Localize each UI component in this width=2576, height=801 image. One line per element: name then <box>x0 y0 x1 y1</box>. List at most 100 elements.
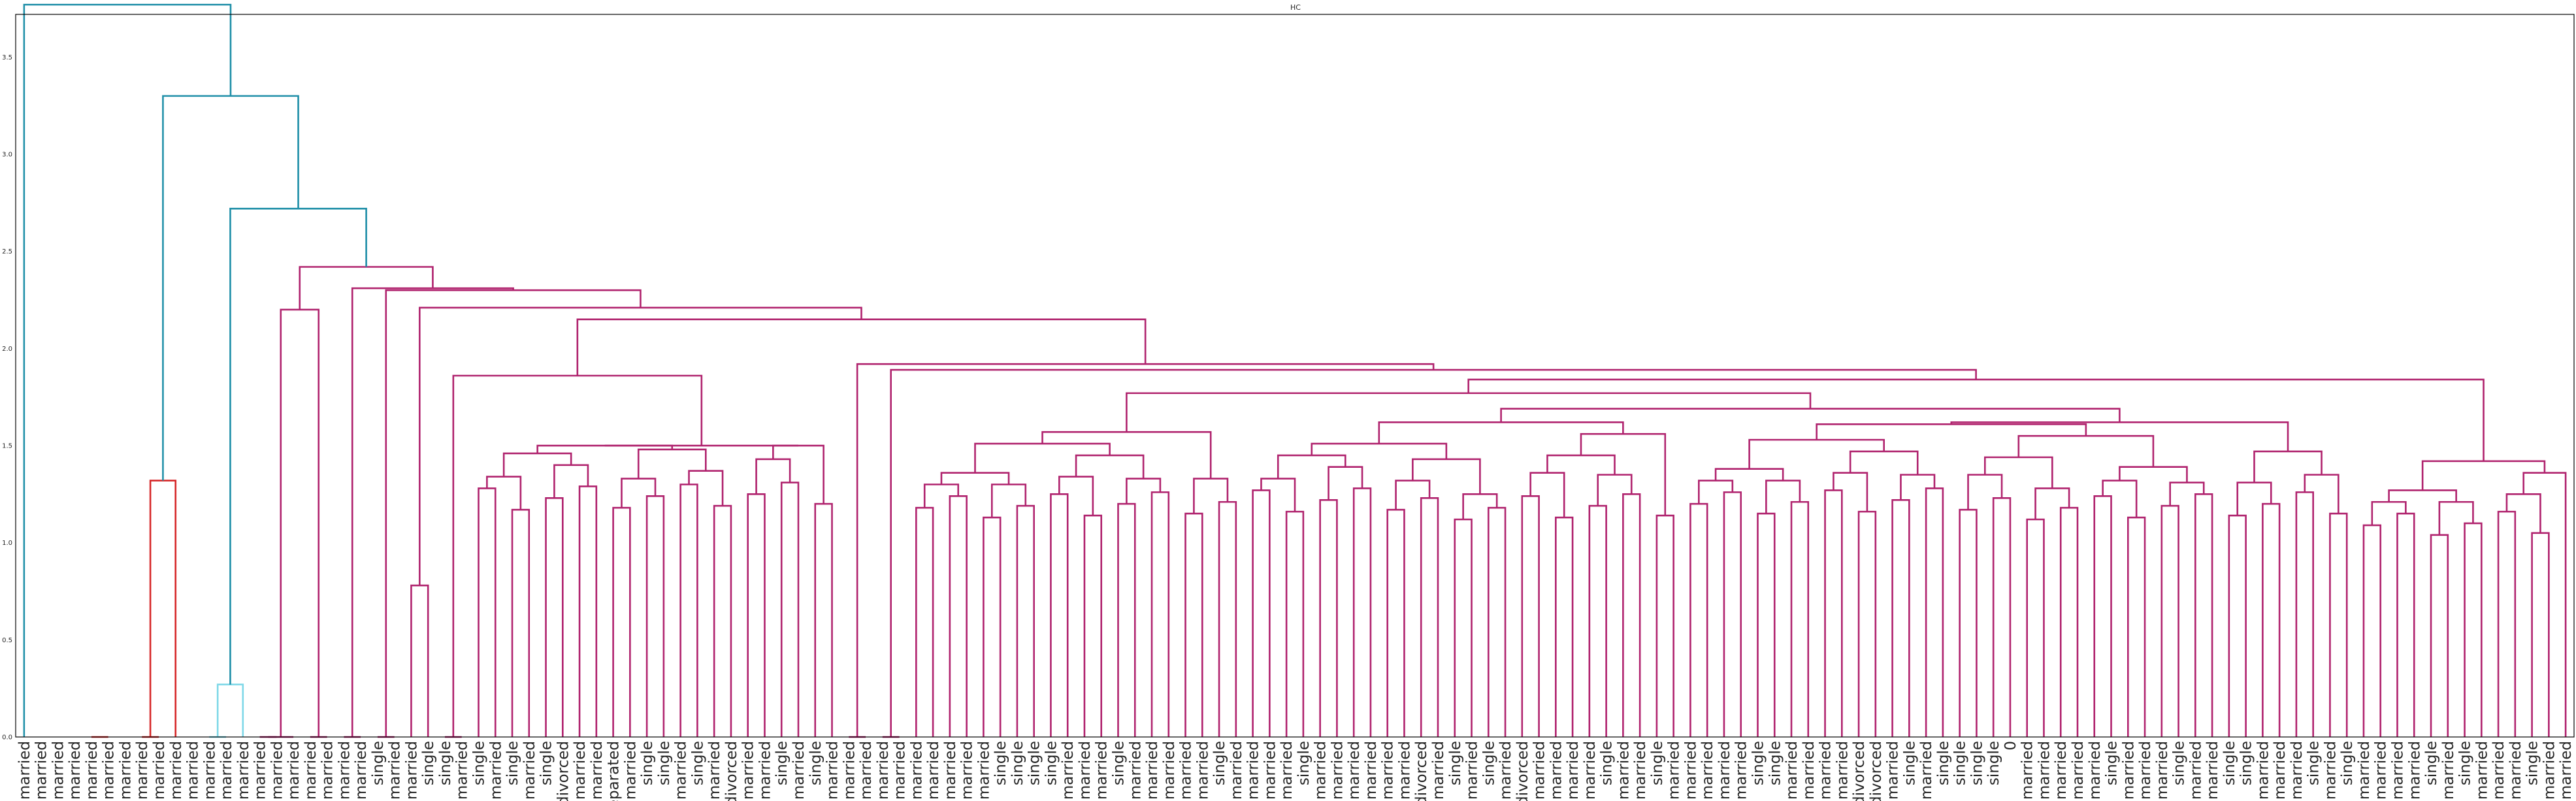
dendrogram-link <box>915 506 934 737</box>
dendrogram-link <box>1420 497 1439 737</box>
leaf-label: divorced <box>723 741 740 801</box>
dendrogram-link <box>576 318 1147 376</box>
dendrogram-link <box>1622 493 1641 737</box>
dendrogram-link <box>1723 491 1742 737</box>
leaf-label: married <box>740 741 757 800</box>
dendrogram-link <box>2505 493 2541 533</box>
leaf-label: married <box>319 741 336 800</box>
leaf-label: divorced <box>555 741 572 801</box>
dendrogram-link <box>2119 466 2188 483</box>
dendrogram-link <box>1378 421 1624 444</box>
dendrogram-link <box>1824 489 1843 737</box>
leaf-label: married <box>1279 741 1296 800</box>
dendrogram-link <box>1016 504 1035 737</box>
leaf-label: married <box>1464 741 1481 800</box>
leaf-label: married <box>2373 741 2390 800</box>
y-tick-label: 3.5 <box>2 54 12 61</box>
leaf-label: married <box>67 741 84 800</box>
leaf-label: married <box>791 741 807 800</box>
leaf-label: single <box>2221 741 2238 785</box>
dendrogram-link <box>2236 482 2272 516</box>
leaf-label: married <box>454 741 471 800</box>
dendrogram-link <box>2034 487 2070 520</box>
leaf-label: 0 <box>2002 741 2019 751</box>
leaf-label: married <box>151 741 168 800</box>
leaf-label: married <box>1396 741 1413 800</box>
dendrogram-link <box>2093 495 2112 737</box>
leaf-label: married <box>1885 741 1902 800</box>
dendrogram-link <box>478 487 497 737</box>
leaf-label: married <box>622 741 639 800</box>
dendrogram-link <box>1857 510 1877 737</box>
leaf-label: married <box>2473 741 2490 800</box>
leaf-label: married <box>841 741 858 800</box>
leaf-label: single <box>2524 741 2541 785</box>
dendrogram-link <box>1126 478 1162 504</box>
dendrogram-link <box>1714 468 1784 481</box>
leaf-label: married <box>572 741 589 800</box>
leaf-label: married <box>1918 741 1935 800</box>
dendrogram-link <box>1150 491 1170 737</box>
dendrogram-link <box>2430 534 2449 737</box>
dendrogram-link <box>2304 474 2340 514</box>
leaf-label: single <box>992 741 1009 785</box>
dendrogram-link <box>688 470 724 506</box>
leaf-label: single <box>2171 741 2188 785</box>
leaf-label: single <box>538 741 555 785</box>
leaf-label: married <box>218 741 235 800</box>
leaf-label: married <box>1699 741 1716 800</box>
dendrogram-link <box>385 289 642 737</box>
leaf-label: married <box>1346 741 1363 800</box>
dendrogram-link <box>1655 514 1674 737</box>
dendrogram-link <box>814 502 833 737</box>
dendrogram-link <box>755 458 791 495</box>
leaf-label: single <box>1750 741 1767 785</box>
dendrogram-link <box>536 444 674 453</box>
dendrogram-link <box>2059 506 2079 737</box>
leaf-label: married <box>1127 741 1144 800</box>
leaf-label: married <box>2154 741 2171 800</box>
dendrogram-link <box>2102 480 2138 518</box>
leaf-label: married <box>1632 741 1649 800</box>
leaf-label: married <box>2070 741 2087 800</box>
leaf-label: married <box>2558 741 2575 800</box>
leaf-label: married <box>252 741 269 800</box>
leaf-label: married <box>2255 741 2272 800</box>
leaf-label: married <box>1582 741 1599 800</box>
plot-frame <box>15 14 2575 738</box>
leaf-label: married <box>201 741 218 800</box>
leaf-label: married <box>302 741 319 800</box>
leaf-label: married <box>1144 741 1161 800</box>
dendrogram-link <box>1311 442 1448 459</box>
dendrogram-link <box>2396 512 2415 737</box>
leaf-label: married <box>2389 741 2406 800</box>
leaf-label: married <box>589 741 606 800</box>
leaf-label: married <box>2187 741 2204 800</box>
dendrogram-link <box>1588 504 1607 737</box>
y-tick-label: 1.5 <box>2 443 12 450</box>
leaf-label: married <box>1228 741 1245 800</box>
dendrogram-link <box>486 476 522 510</box>
leaf-label: married <box>269 741 285 800</box>
leaf-label: single <box>1985 741 2002 785</box>
dendrogram-link <box>502 452 572 477</box>
leaf-label: married <box>2087 741 2104 800</box>
leaf-label: married <box>875 741 892 800</box>
leaf-label: married <box>1161 741 1178 800</box>
leaf-label: single <box>1968 741 1985 785</box>
dendrogram-link <box>645 495 665 737</box>
leaf-label: married <box>2440 741 2457 800</box>
leaf-label: single <box>437 741 454 785</box>
leaf-label: married <box>959 741 976 800</box>
leaf-label: married <box>235 741 252 800</box>
dendrogram-link <box>2362 524 2382 737</box>
dendrogram-link <box>2253 450 2323 483</box>
leaf-label: married <box>2507 741 2524 800</box>
leaf-label: divorced <box>1868 741 1885 801</box>
y-tick-label: 2.5 <box>2 248 12 255</box>
dendrogram-link <box>1900 474 1936 500</box>
dendrogram-link <box>1967 474 2003 510</box>
dendrogram-link <box>1319 499 1338 737</box>
leaf-label: married <box>1178 741 1195 800</box>
